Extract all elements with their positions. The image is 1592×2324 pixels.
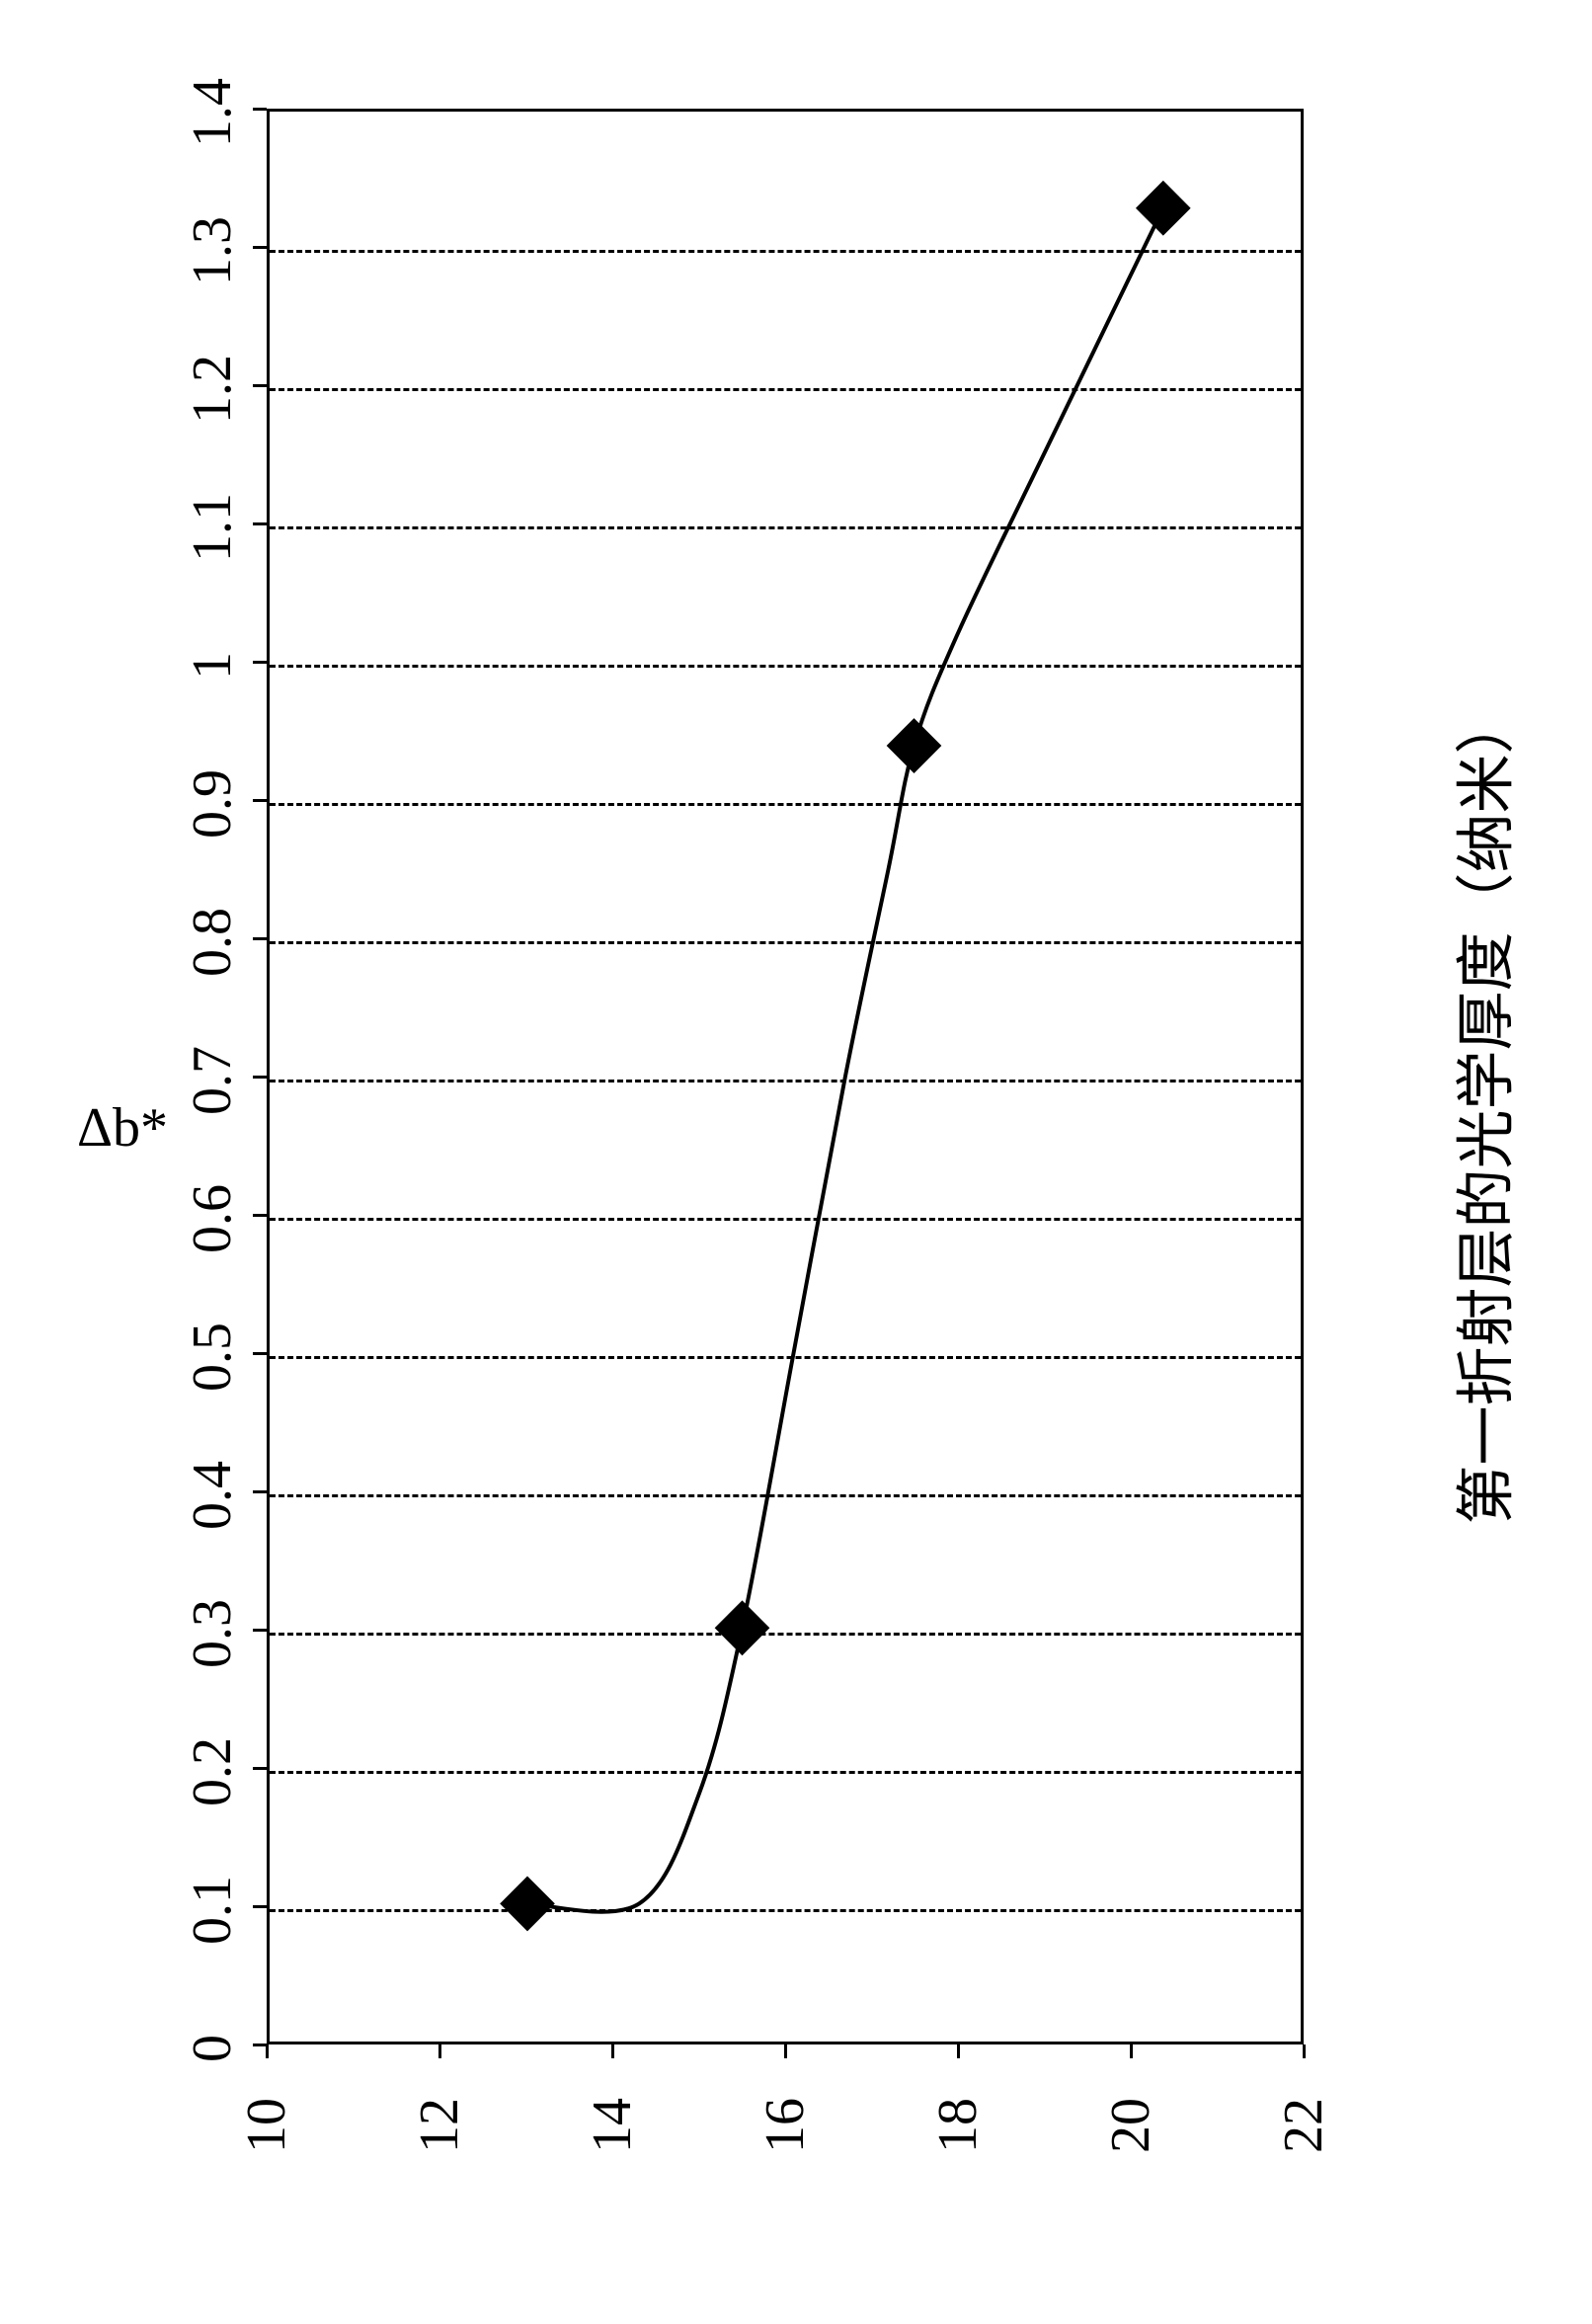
y-tick-label: 16 (754, 2076, 817, 2175)
x-tick-label: 1 (181, 626, 244, 705)
tick-mark (253, 937, 267, 940)
tick-mark (253, 1490, 267, 1493)
chart-svg (270, 112, 1301, 2042)
y-tick-label: 14 (581, 2076, 644, 2175)
x-tick-label: 1.2 (181, 350, 244, 429)
grid-line (270, 1909, 1301, 1912)
x-tick-label: 0.4 (181, 1456, 244, 1535)
y-axis-label: Δb* (77, 1096, 168, 1160)
x-tick-label: 0.7 (181, 1041, 244, 1120)
grid-line (270, 1494, 1301, 1497)
curve-line (527, 208, 1163, 1912)
y-tick-label: 12 (408, 2076, 471, 2175)
data-marker (887, 718, 942, 773)
grid-line (270, 1771, 1301, 1774)
y-tick-label: 22 (1272, 2076, 1335, 2175)
tick-mark (1130, 2044, 1133, 2058)
tick-mark (253, 1629, 267, 1632)
tick-mark (253, 661, 267, 664)
grid-line (270, 526, 1301, 529)
tick-mark (253, 799, 267, 802)
y-tick-label: 20 (1099, 2076, 1162, 2175)
tick-mark (253, 1352, 267, 1355)
tick-mark (253, 246, 267, 249)
data-marker (1136, 181, 1191, 236)
y-tick-label: 18 (926, 2076, 990, 2175)
tick-mark (611, 2044, 614, 2058)
grid-line (270, 388, 1301, 391)
grid-line (270, 665, 1301, 668)
grid-line (270, 803, 1301, 806)
x-tick-label: 1.3 (181, 211, 244, 290)
tick-mark (253, 1214, 267, 1217)
x-tick-label: 0.6 (181, 1179, 244, 1258)
tick-mark (253, 1767, 267, 1770)
chart-container: Δb* 第一折射层的光学厚度（纳米） 1.41.31.21.110.90.80.… (99, 49, 1481, 2222)
grid-line (270, 1356, 1301, 1359)
x-tick-label: 0.1 (181, 1871, 244, 1950)
data-marker (715, 1600, 770, 1655)
grid-line (270, 1080, 1301, 1082)
x-tick-label: 0.3 (181, 1594, 244, 1673)
data-marker (500, 1877, 555, 1932)
tick-mark (253, 384, 267, 387)
tick-mark (253, 522, 267, 525)
plot-area (267, 109, 1304, 2044)
tick-mark (253, 1905, 267, 1908)
tick-mark (438, 2044, 441, 2058)
x-tick-label: 0.8 (181, 903, 244, 982)
tick-mark (253, 1076, 267, 1079)
tick-mark (957, 2044, 960, 2058)
tick-mark (1303, 2044, 1306, 2058)
grid-line (270, 1218, 1301, 1221)
x-tick-label: 1.4 (181, 73, 244, 152)
x-tick-label: 0.2 (181, 1732, 244, 1811)
tick-mark (253, 2044, 267, 2046)
grid-line (270, 250, 1301, 253)
tick-mark (253, 108, 267, 111)
y-tick-label: 10 (235, 2076, 298, 2175)
x-tick-label: 1.1 (181, 488, 244, 567)
x-tick-label: 0.5 (181, 1318, 244, 1397)
grid-line (270, 941, 1301, 944)
tick-mark (266, 2044, 269, 2058)
grid-line (270, 1633, 1301, 1636)
x-axis-label: 第一折射层的光学厚度（纳米） (1439, 695, 1525, 1525)
x-tick-label: 0.9 (181, 764, 244, 843)
tick-mark (784, 2044, 787, 2058)
